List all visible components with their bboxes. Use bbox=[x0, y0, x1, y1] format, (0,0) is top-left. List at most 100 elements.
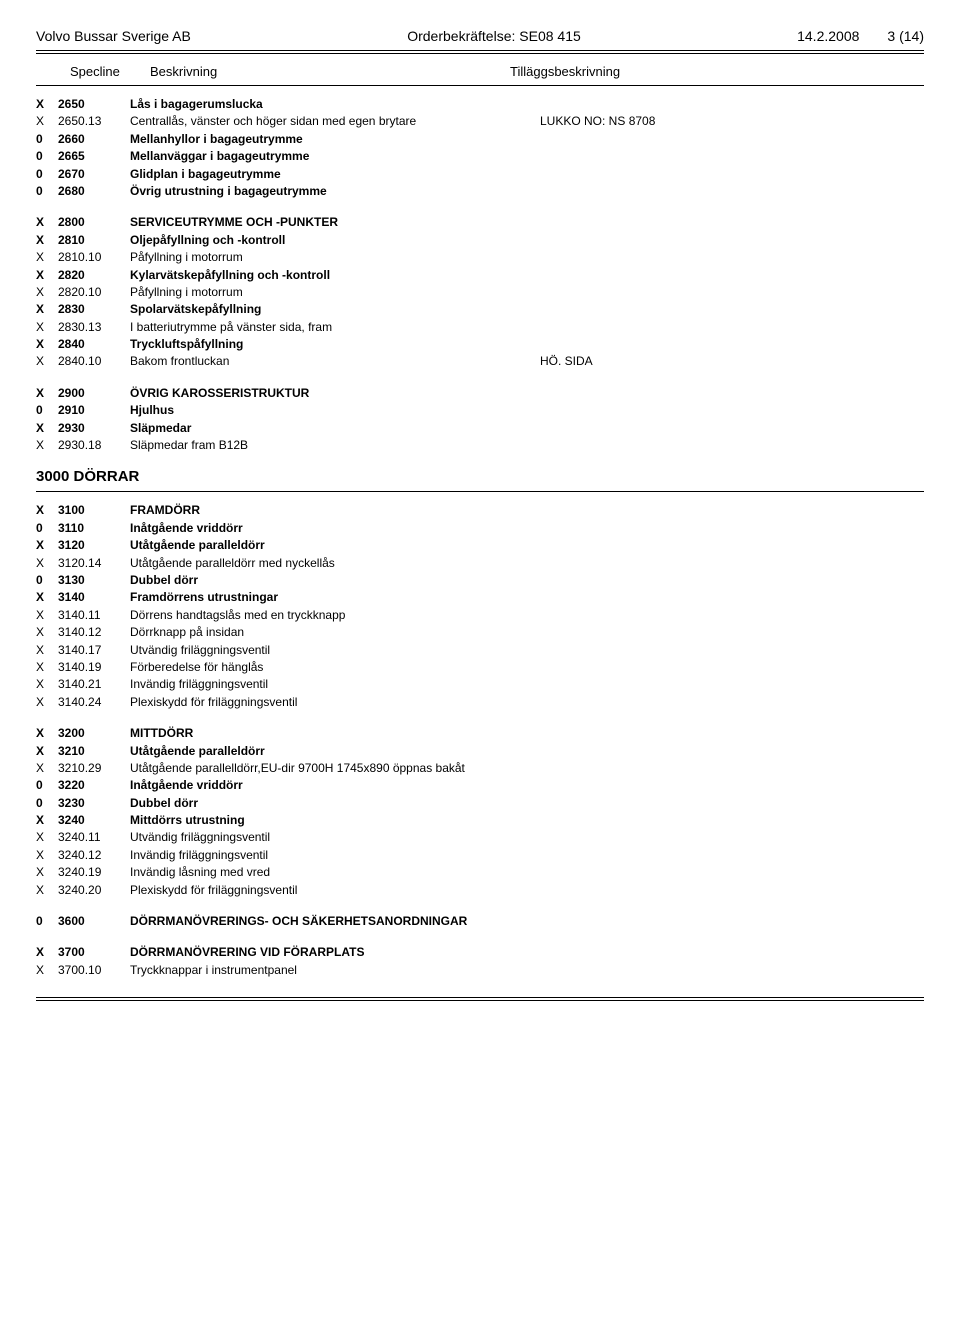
spec-code: 3120 bbox=[58, 537, 130, 554]
spec-desc: Mellanhyllor i bagageutrymme bbox=[130, 131, 540, 148]
spec-code: 2840.10 bbox=[58, 353, 130, 370]
spec-desc: Invändig friläggningsventil bbox=[130, 676, 540, 693]
spec-row: 03600DÖRRMANÖVRERINGS- OCH SÄKERHETSANOR… bbox=[36, 913, 924, 930]
spec-code: 2650.13 bbox=[58, 113, 130, 130]
spec-marker: X bbox=[36, 96, 58, 113]
spec-desc: Mittdörrs utrustning bbox=[130, 812, 540, 829]
spec-marker: X bbox=[36, 962, 58, 979]
spec-code: 2830 bbox=[58, 301, 130, 318]
spec-desc: DÖRRMANÖVRERINGS- OCH SÄKERHETSANORDNING… bbox=[130, 913, 540, 930]
spec-row: X2650.13Centrallås, vänster och höger si… bbox=[36, 113, 924, 130]
spec-desc: Lås i bagagerumslucka bbox=[130, 96, 540, 113]
col-beskrivning: Beskrivning bbox=[150, 64, 510, 79]
spec-code: 3240.19 bbox=[58, 864, 130, 881]
spec-marker: X bbox=[36, 537, 58, 554]
spec-desc: Utvändig friläggningsventil bbox=[130, 829, 540, 846]
spec-code: 2680 bbox=[58, 183, 130, 200]
spec-desc: Utvändig friläggningsventil bbox=[130, 642, 540, 659]
spec-marker: X bbox=[36, 882, 58, 899]
spec-marker: X bbox=[36, 420, 58, 437]
spec-row: 03130Dubbel dörr bbox=[36, 572, 924, 589]
spec-code: 3140.17 bbox=[58, 642, 130, 659]
spec-desc: Framdörrens utrustningar bbox=[130, 589, 540, 606]
spec-marker: X bbox=[36, 864, 58, 881]
spec-marker: X bbox=[36, 113, 58, 130]
spec-desc: Utåtgående paralleldörr bbox=[130, 743, 540, 760]
spec-marker: X bbox=[36, 642, 58, 659]
spec-code: 2660 bbox=[58, 131, 130, 148]
spec-code: 3240.12 bbox=[58, 847, 130, 864]
spec-desc: Kylarvätskepåfyllning och -kontroll bbox=[130, 267, 540, 284]
spec-code: 3120.14 bbox=[58, 555, 130, 572]
spec-row: X3210.29Utåtgående parallelldörr,EU-dir … bbox=[36, 760, 924, 777]
spec-code: 2820 bbox=[58, 267, 130, 284]
spec-desc: Spolarvätskepåfyllning bbox=[130, 301, 540, 318]
spec-marker: 0 bbox=[36, 795, 58, 812]
page-number: 3 (14) bbox=[887, 28, 924, 44]
spec-marker: X bbox=[36, 589, 58, 606]
spec-row: X2840.10Bakom frontluckanHÖ. SIDA bbox=[36, 353, 924, 370]
spec-marker: X bbox=[36, 944, 58, 961]
spec-marker: 0 bbox=[36, 402, 58, 419]
spec-marker: X bbox=[36, 232, 58, 249]
column-headers: Specline Beskrivning Tilläggsbeskrivning bbox=[70, 64, 924, 79]
group-gap bbox=[36, 200, 924, 214]
spec-marker: X bbox=[36, 284, 58, 301]
spec-marker: X bbox=[36, 353, 58, 370]
spec-row: X3240.12Invändig friläggningsventil bbox=[36, 847, 924, 864]
spec-desc: Invändig låsning med vred bbox=[130, 864, 540, 881]
order-date: 14.2.2008 bbox=[797, 28, 859, 44]
spec-row: X2650Lås i bagagerumslucka bbox=[36, 96, 924, 113]
rule bbox=[36, 85, 924, 86]
spec-marker: 0 bbox=[36, 131, 58, 148]
spec-marker: X bbox=[36, 743, 58, 760]
spec-row: X2930Släpmedar bbox=[36, 420, 924, 437]
spec-extra: HÖ. SIDA bbox=[540, 353, 924, 370]
spec-desc: Dubbel dörr bbox=[130, 795, 540, 812]
spec-marker: 0 bbox=[36, 166, 58, 183]
spec-row: X3200MITTDÖRR bbox=[36, 725, 924, 742]
rule bbox=[36, 1000, 924, 1001]
spec-code: 3240.11 bbox=[58, 829, 130, 846]
spec-desc: FRAMDÖRR bbox=[130, 502, 540, 519]
spec-row: X3140.19Förberedelse för hänglås bbox=[36, 659, 924, 676]
spec-marker: X bbox=[36, 555, 58, 572]
spec-row: 02910Hjulhus bbox=[36, 402, 924, 419]
spec-row: X2830Spolarvätskepåfyllning bbox=[36, 301, 924, 318]
rule bbox=[36, 997, 924, 998]
spec-code: 2810.10 bbox=[58, 249, 130, 266]
spec-code: 2840 bbox=[58, 336, 130, 353]
col-tillagg: Tilläggsbeskrivning bbox=[510, 64, 924, 79]
spec-marker: X bbox=[36, 812, 58, 829]
spec-code: 3140.11 bbox=[58, 607, 130, 624]
spec-desc: Utåtgående paralleldörr bbox=[130, 537, 540, 554]
spec-desc: Dörrens handtagslås med en tryckknapp bbox=[130, 607, 540, 624]
spec-row: X2930.18Släpmedar fram B12B bbox=[36, 437, 924, 454]
spec-row: X3120.14Utåtgående paralleldörr med nyck… bbox=[36, 555, 924, 572]
spec-desc: Släpmedar fram B12B bbox=[130, 437, 540, 454]
group-gap bbox=[36, 371, 924, 385]
spec-code: 2820.10 bbox=[58, 284, 130, 301]
spec-code: 3240 bbox=[58, 812, 130, 829]
spec-desc: Tryckknappar i instrumentpanel bbox=[130, 962, 540, 979]
spec-code: 2670 bbox=[58, 166, 130, 183]
spec-row: X2800SERVICEUTRYMME OCH -PUNKTER bbox=[36, 214, 924, 231]
spec-desc: MITTDÖRR bbox=[130, 725, 540, 742]
spec-desc: SERVICEUTRYMME OCH -PUNKTER bbox=[130, 214, 540, 231]
spec-code: 3700 bbox=[58, 944, 130, 961]
spec-row: X2830.13I batteriutrymme på vänster sida… bbox=[36, 319, 924, 336]
spec-desc: DÖRRMANÖVRERING VID FÖRARPLATS bbox=[130, 944, 540, 961]
spec-code: 2930 bbox=[58, 420, 130, 437]
spec-row: 02660Mellanhyllor i bagageutrymme bbox=[36, 131, 924, 148]
group-gap bbox=[36, 930, 924, 944]
col-specline: Specline bbox=[70, 64, 150, 79]
spec-code: 3110 bbox=[58, 520, 130, 537]
spec-code: 3140.12 bbox=[58, 624, 130, 641]
spec-desc: Oljepåfyllning och -kontroll bbox=[130, 232, 540, 249]
section-3000-title: 3000 DÖRRAR bbox=[36, 468, 924, 485]
page-header: Volvo Bussar Sverige AB Orderbekräftelse… bbox=[36, 28, 924, 44]
spec-desc: Förberedelse för hänglås bbox=[130, 659, 540, 676]
spec-desc: Övrig utrustning i bagageutrymme bbox=[130, 183, 540, 200]
spec-desc: Dörrknapp på insidan bbox=[130, 624, 540, 641]
spec-marker: X bbox=[36, 301, 58, 318]
